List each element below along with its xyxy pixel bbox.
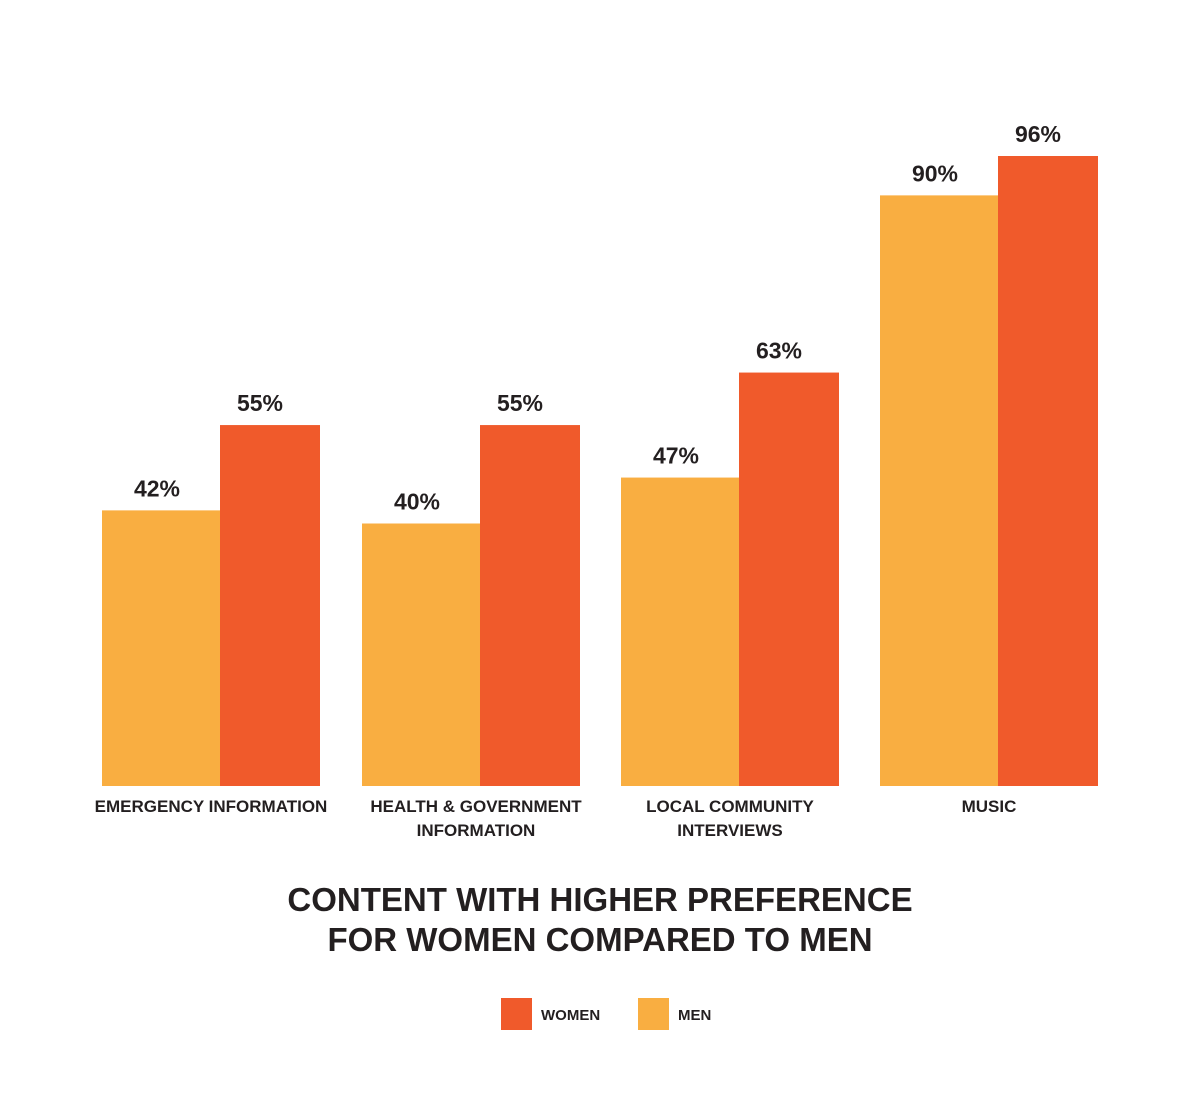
value-label: 96%: [1015, 121, 1061, 147]
x-tick-label: HEALTH & GOVERNMENT INFORMATION: [370, 797, 582, 840]
chart-title: CONTENT WITH HIGHER PREFERENCE FOR WOMEN…: [287, 881, 913, 958]
x-tick-label: MUSIC: [961, 797, 1017, 816]
bar: [621, 477, 739, 786]
bar: [880, 195, 998, 786]
value-label: 55%: [237, 390, 283, 416]
bar: [102, 510, 220, 786]
value-label: 42%: [134, 475, 180, 501]
legend-swatch: [638, 998, 669, 1030]
bar: [998, 156, 1098, 786]
x-tick-label: EMERGENCY INFORMATION: [94, 797, 328, 816]
legend-label: WOMEN: [541, 1007, 600, 1024]
value-label: 47%: [653, 443, 699, 469]
legend-label: MEN: [678, 1007, 711, 1024]
value-label: 55%: [497, 390, 543, 416]
x-tick-label: LOCAL COMMUNITY INTERVIEWS: [646, 797, 814, 840]
value-label: 40%: [394, 489, 440, 515]
bar: [362, 523, 480, 786]
bar: [220, 425, 320, 786]
bar: [480, 425, 580, 786]
bar: [739, 372, 839, 786]
legend-swatch: [501, 998, 532, 1030]
value-label: 63%: [756, 338, 802, 364]
value-label: 90%: [912, 160, 958, 186]
